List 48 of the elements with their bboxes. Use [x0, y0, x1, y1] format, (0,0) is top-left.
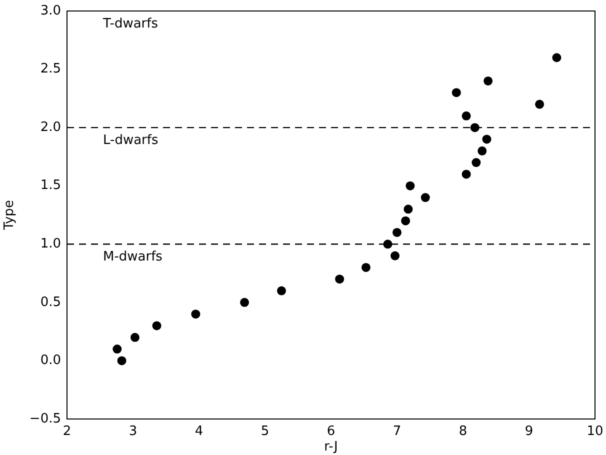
x-tick-label: 10	[586, 424, 604, 440]
x-tick-label: 4	[194, 424, 204, 440]
y-tick-label: 1.5	[40, 178, 61, 194]
point	[240, 298, 250, 307]
x-tick-label: 2	[62, 424, 72, 440]
x-tick-label: 7	[392, 424, 402, 440]
x-axis-title: r-J	[324, 440, 338, 455]
y-tick-label: −0.5	[29, 411, 61, 426]
point	[383, 240, 392, 249]
point	[452, 88, 461, 98]
point	[130, 332, 140, 342]
point	[482, 134, 492, 144]
point	[484, 76, 493, 86]
point	[420, 193, 430, 202]
annotation: M-dwarfs	[103, 250, 163, 265]
point	[462, 111, 471, 120]
point	[392, 228, 402, 237]
point	[152, 321, 162, 330]
x-tick-label: 8	[458, 424, 468, 440]
point	[478, 146, 487, 156]
y-tick-label: 3.0	[40, 3, 61, 18]
y-tick-label: 2.0	[40, 120, 61, 135]
point	[404, 204, 413, 214]
annotation: L-dwarfs	[103, 132, 158, 148]
point	[535, 100, 544, 109]
x-tick-label: 9	[524, 424, 534, 440]
point	[470, 123, 480, 132]
point	[335, 274, 344, 284]
point	[552, 53, 562, 62]
x-tick-label: 3	[128, 424, 138, 440]
point	[112, 344, 122, 354]
point	[472, 158, 481, 168]
annotation: T-dwarfs	[102, 16, 158, 32]
x-tick-label: 5	[260, 424, 270, 440]
point	[406, 181, 415, 190]
y-tick-label: 2.5	[40, 62, 61, 77]
y-tick-label: 0.0	[40, 353, 61, 368]
point	[401, 216, 410, 226]
y-axis-title: Type	[2, 200, 18, 231]
x-tick-label: 6	[326, 424, 336, 440]
point	[390, 251, 400, 260]
y-tick-label: 0.5	[40, 294, 61, 310]
point	[191, 310, 200, 319]
y-tick-label: 1.0	[40, 236, 61, 252]
point	[462, 170, 471, 179]
point	[117, 356, 126, 366]
point	[361, 262, 370, 272]
point	[277, 286, 286, 296]
